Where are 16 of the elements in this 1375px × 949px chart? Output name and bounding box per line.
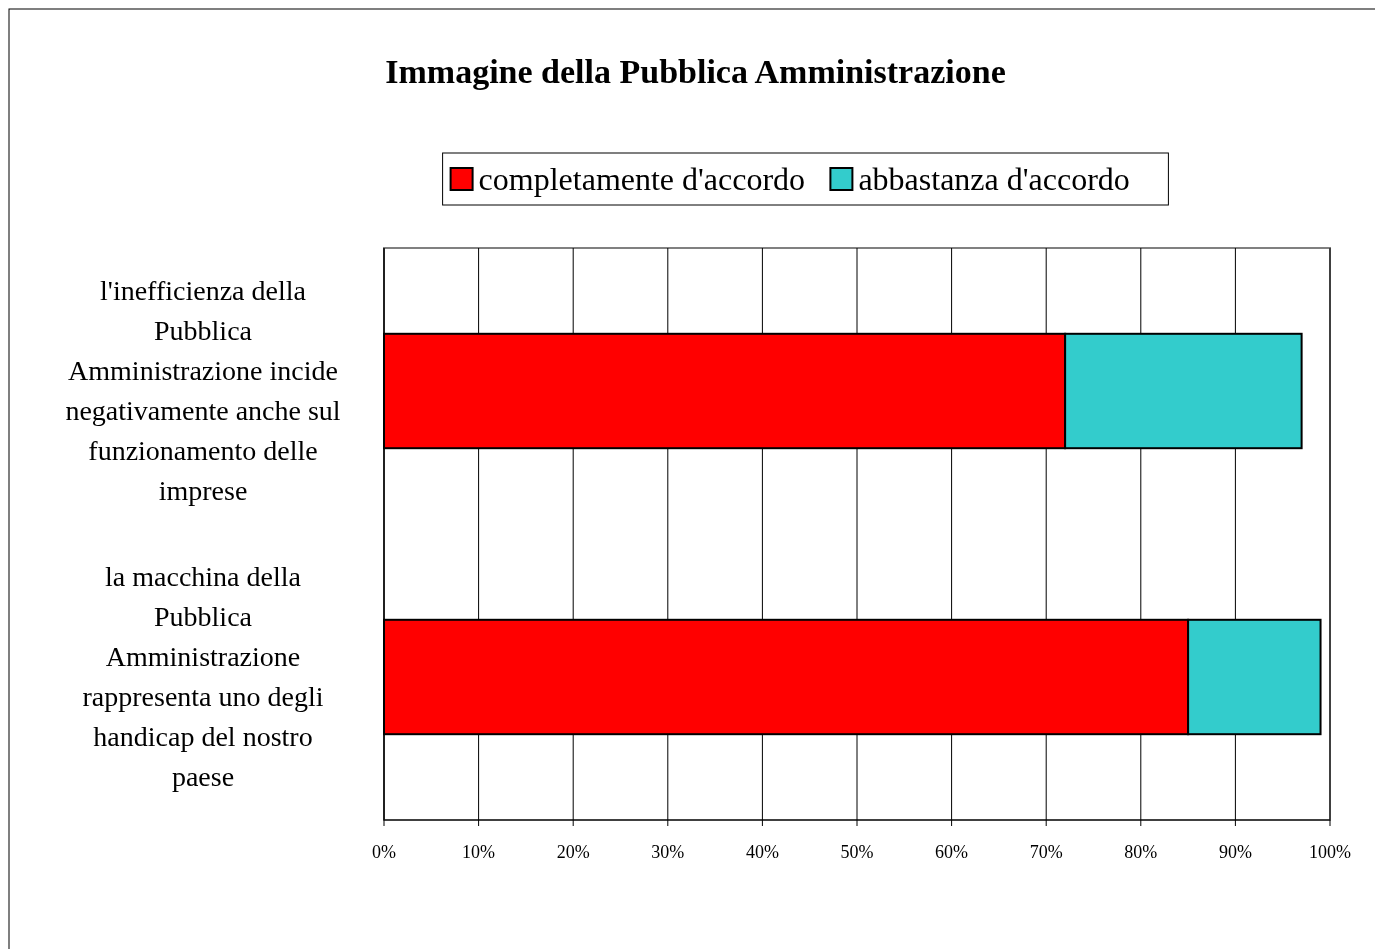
x-tick-label: 80% <box>1124 842 1158 862</box>
x-tick-label: 100% <box>1309 842 1351 862</box>
x-tick-label: 70% <box>1029 842 1063 862</box>
chart-title: Immagine della Pubblica Amministrazione <box>385 53 1006 90</box>
y-tick-label: l'inefficienza della Pubblica Amministrazione incide negativamente anche sul funzionamento delle imprese <box>65 275 341 506</box>
y-tick-label: la macchina della Pubblica Amministrazione rappresenta uno degli handicap del nostro paese <box>82 561 324 792</box>
x-tick-label: 40% <box>745 842 779 862</box>
x-tick-label: 0% <box>372 842 396 862</box>
x-tick-label: 60% <box>935 842 969 862</box>
x-tick-label: 20% <box>556 842 590 862</box>
x-tick-label: 50% <box>840 842 874 862</box>
legend-label: abbastanza d'accordo <box>858 161 1130 197</box>
legend-label: completamente d'accordo <box>478 161 806 197</box>
x-tick-label: 90% <box>1218 842 1252 862</box>
x-tick-label: 30% <box>651 842 685 862</box>
x-tick-label: 10% <box>462 842 496 862</box>
